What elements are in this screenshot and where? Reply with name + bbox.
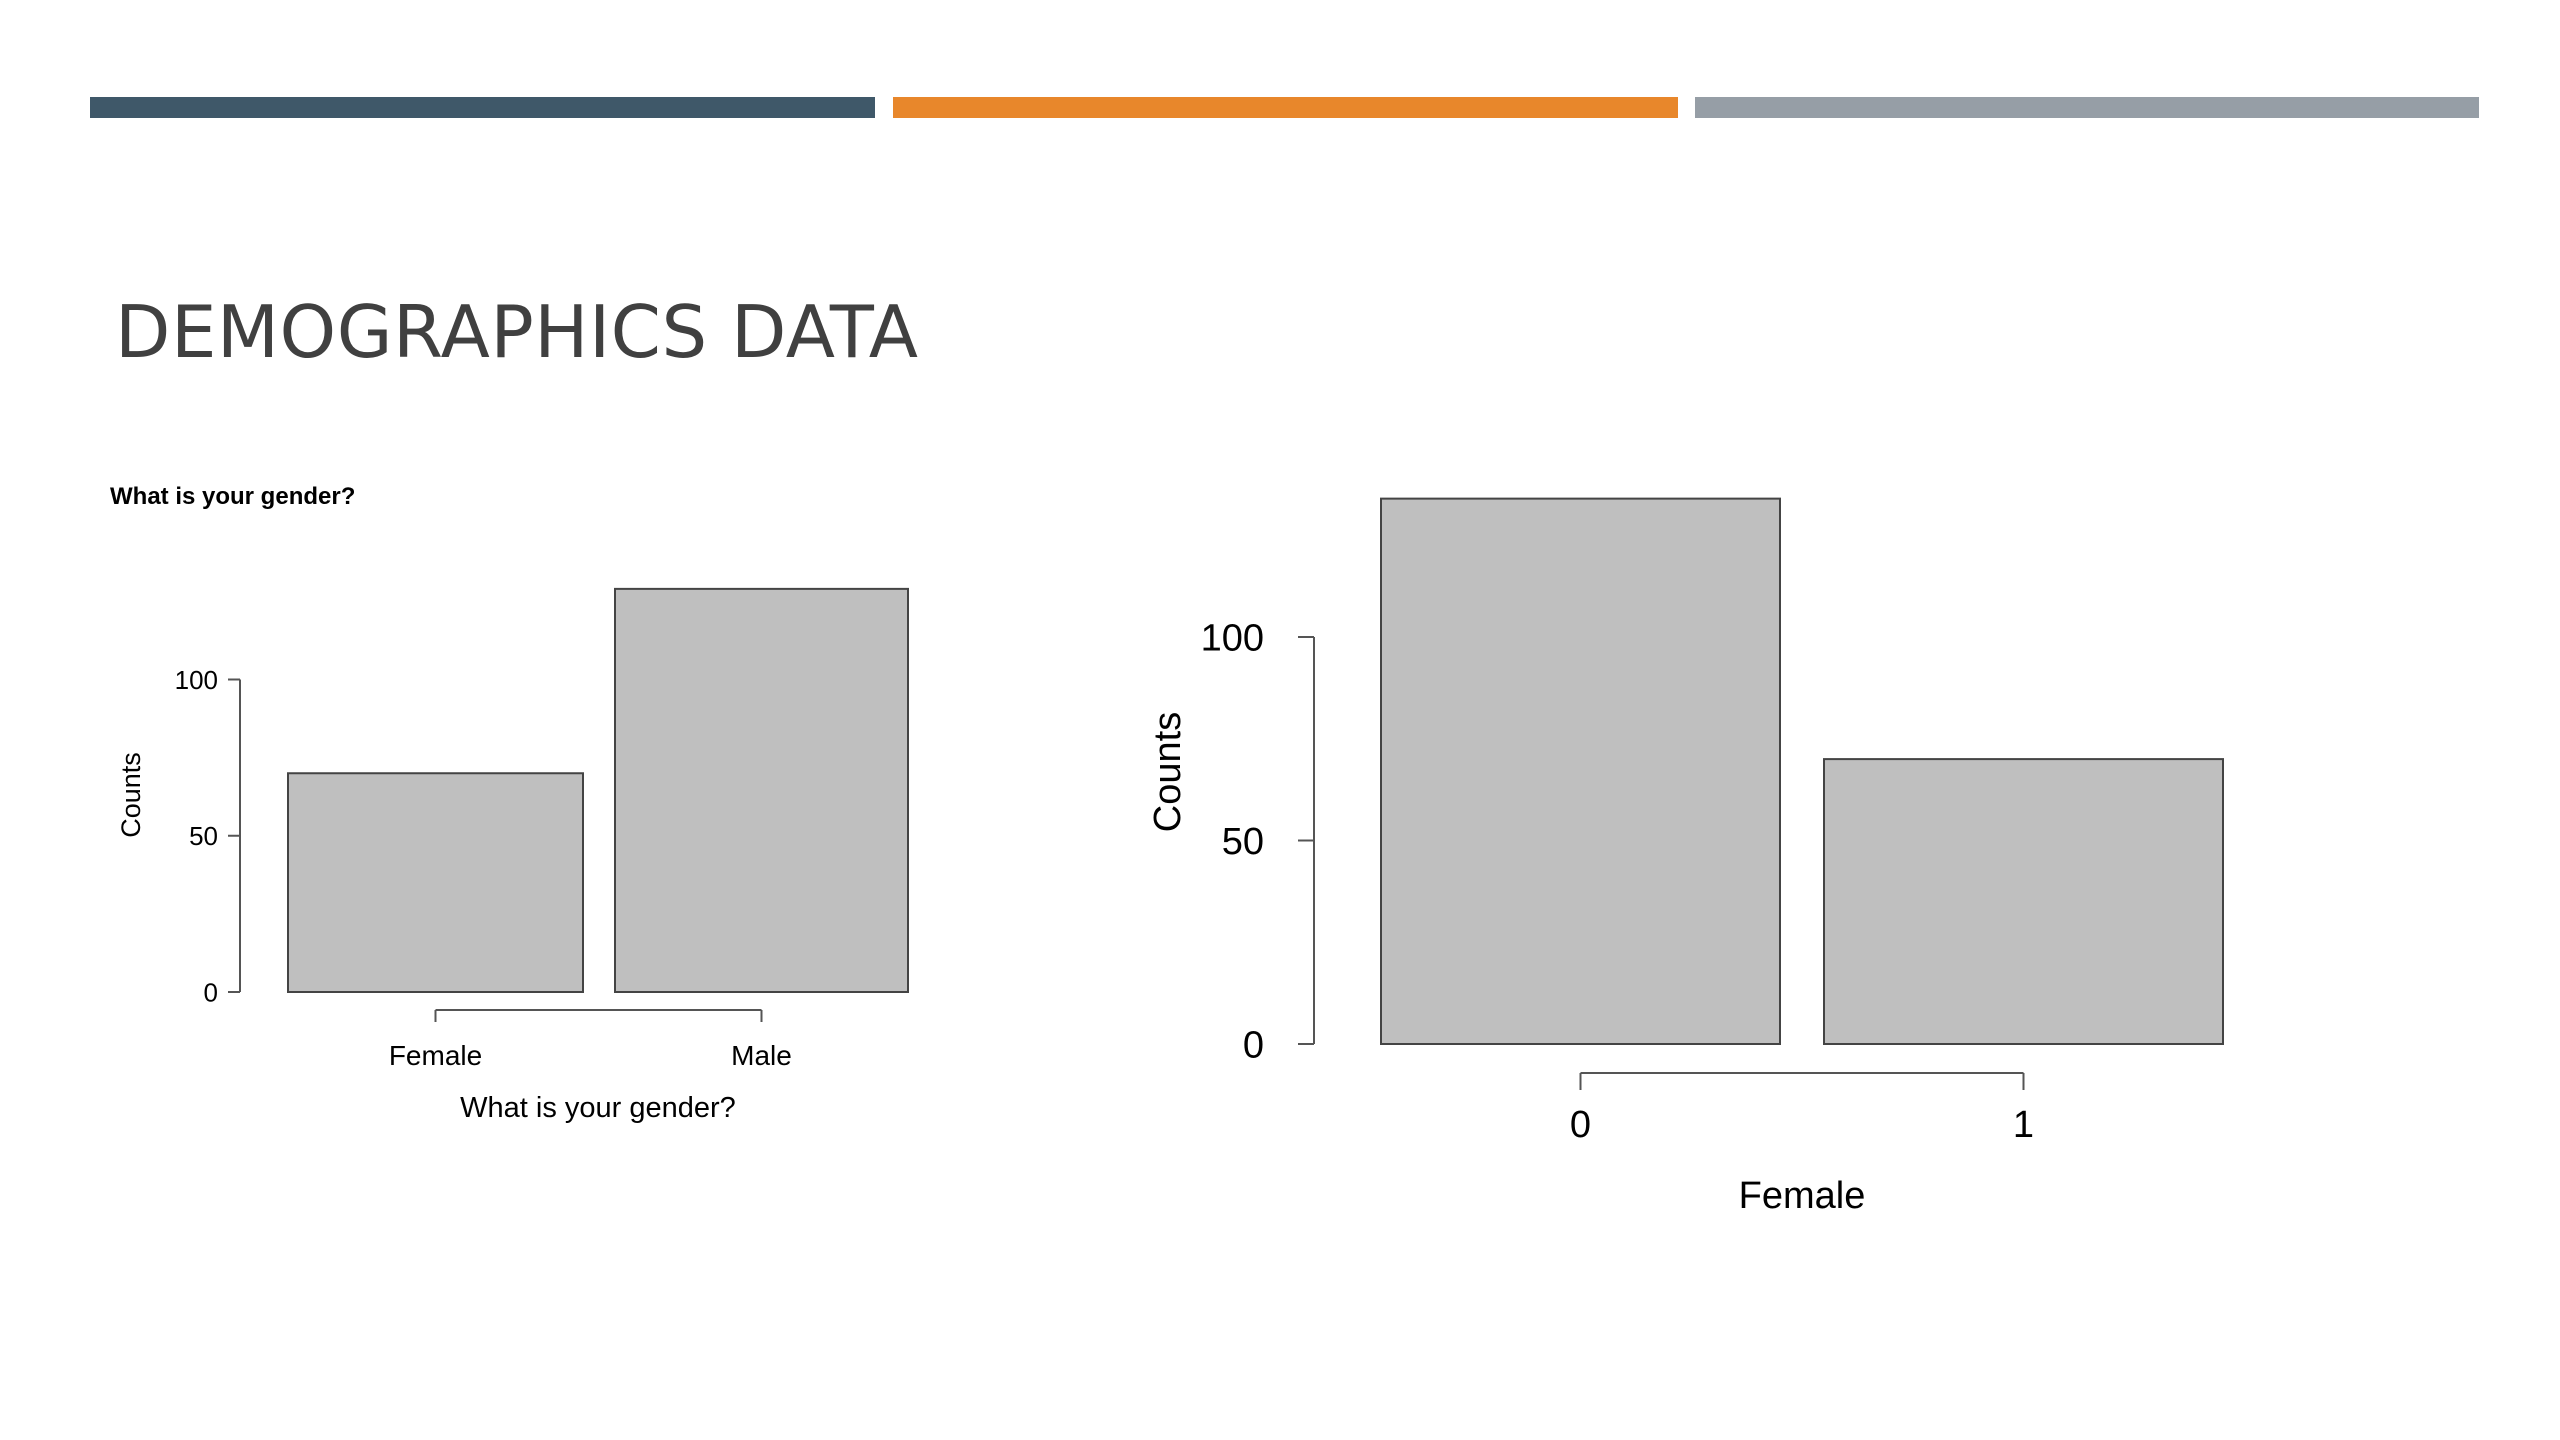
right-bar-0 — [1380, 497, 1781, 1045]
right-x-tick-label: 1 — [2013, 1104, 2034, 1146]
right-bar-1 — [1823, 758, 2224, 1045]
right-y-tick-label: 0 — [1243, 1025, 1264, 1067]
accent-bar-2 — [893, 97, 1678, 118]
slide-title: DEMOGRAPHICS DATA — [115, 290, 919, 374]
right-y-tick-label: 50 — [1222, 821, 1264, 863]
right-y-axis-title: Counts — [1147, 712, 1189, 832]
left-x-axis-title: What is your gender? — [460, 1092, 736, 1124]
right-y-tick-label: 100 — [1201, 618, 1264, 660]
left-chart-title: What is your gender? — [110, 483, 356, 510]
left-y-tick-label: 100 — [175, 665, 218, 695]
left-x-tick-label: Male — [731, 1040, 792, 1071]
left-bar-female — [287, 772, 584, 993]
left-x-tick-label: Female — [389, 1040, 482, 1071]
left-bar-male — [614, 587, 909, 993]
accent-bar-1 — [90, 97, 875, 118]
accent-bar-3 — [1695, 97, 2479, 118]
left-y-axis-title: Counts — [116, 752, 146, 838]
left-y-tick-label: 50 — [189, 821, 218, 851]
right-x-tick-label: 0 — [1570, 1104, 1591, 1146]
left-y-tick-label: 0 — [204, 977, 218, 1007]
right-x-axis-title: Female — [1739, 1175, 1866, 1217]
